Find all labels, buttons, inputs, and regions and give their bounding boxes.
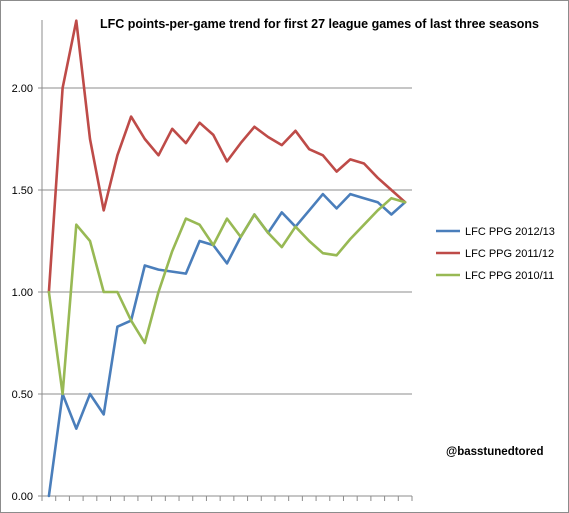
watermark-handle: @basstunedtored (446, 446, 543, 458)
grid-lines (42, 87, 412, 395)
series-line-3 (47, 196, 407, 396)
y-tick-label: 0.00 (12, 491, 33, 503)
axes: 0.00 0.50 1.00 1.50 2.00 (12, 20, 413, 503)
y-tick-label: 1.50 (12, 185, 33, 197)
series-line-1 (47, 192, 407, 498)
legend-label: LFC PPG 2010/11 (465, 270, 554, 282)
series-line-2 (47, 19, 407, 294)
series-lines (47, 19, 407, 498)
legend-label: LFC PPG 2011/12 (465, 248, 554, 260)
y-tick-label: 2.00 (12, 83, 33, 95)
chart-title: LFC points-per-game trend for first 27 l… (100, 17, 539, 31)
y-tick-label: 0.50 (12, 389, 33, 401)
legend: LFC PPG 2012/13 LFC PPG 2011/12 LFC PPG 20… (436, 226, 555, 282)
y-tick-label: 1.00 (12, 287, 33, 299)
legend-label: LFC PPG 2012/13 (465, 226, 555, 238)
